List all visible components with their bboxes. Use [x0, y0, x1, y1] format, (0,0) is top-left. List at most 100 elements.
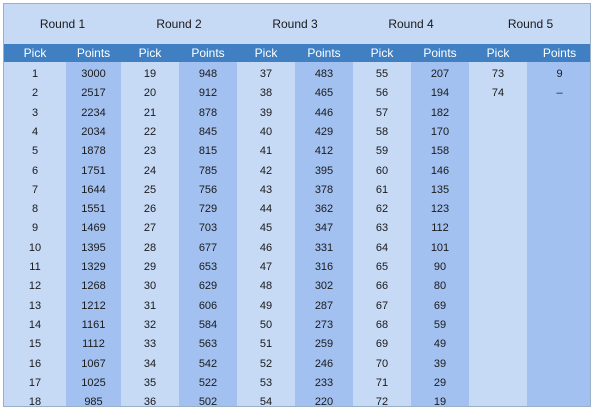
points-value-cell: 123 [430, 203, 450, 216]
points-value-cell: 1067 [81, 357, 106, 370]
pick-number-cell: 42 [259, 164, 273, 177]
points-value-cell: 412 [314, 145, 334, 158]
points-value-cell: 378 [314, 183, 334, 196]
pick-number-cell: 25 [143, 183, 157, 196]
pick-number-cell: 54 [259, 396, 273, 407]
points-value-cell: 302 [314, 280, 334, 293]
pick-number-cell: 51 [259, 338, 273, 351]
points-value-cell: 429 [314, 125, 334, 138]
pick-number-cell: 3 [31, 106, 39, 119]
pick-number-cell: 37 [259, 68, 273, 80]
points-value-cell: 2517 [81, 87, 106, 100]
pick-number-cell: 33 [143, 338, 157, 351]
pick-number-cell: 49 [259, 299, 273, 312]
pick-column: 1 2 3 4 5 6 7 8 9 10 11 12 13 14 15 16 17 18 [4, 62, 66, 406]
pick-number-cell: 11 [29, 261, 41, 273]
points-value-cell: 287 [314, 299, 334, 312]
points-value-cell: 49 [433, 338, 447, 351]
pick-number-cell: 59 [375, 145, 389, 158]
points-value-cell: 9 [556, 68, 563, 80]
pick-number-cell: 31 [143, 299, 157, 312]
pick-column: 37 38 39 40 41 42 43 44 45 46 47 48 49 50 51 52 53 54 [237, 62, 295, 406]
points-value-cell: 563 [198, 338, 218, 351]
points-value-cell: 2234 [81, 106, 106, 119]
points-value-cell: 1268 [81, 280, 106, 293]
pick-number-cell: 67 [375, 299, 389, 312]
pick-number-cell: 41 [259, 145, 273, 158]
pick-number-cell: 7 [31, 183, 39, 196]
points-value-cell: 233 [314, 376, 334, 389]
pick-number-cell: 15 [28, 338, 42, 351]
pick-number-cell: 74 [491, 87, 505, 100]
pick-number-cell: 34 [143, 357, 157, 370]
points-value-cell: 542 [198, 357, 218, 370]
points-column-header: Points [179, 44, 237, 62]
points-value-cell: 1212 [81, 299, 106, 312]
points-value-cell: 522 [198, 376, 218, 389]
pick-number-cell: 22 [143, 125, 157, 138]
pick-column: 19 20 21 22 23 24 25 26 27 28 29 30 31 32 33 34 35 36 [121, 62, 179, 406]
points-value-cell: 29 [433, 376, 447, 389]
points-value-cell: 259 [314, 338, 334, 351]
pick-number-cell: 1 [31, 68, 39, 80]
points-column-header: Points [295, 44, 353, 62]
pick-number-cell: 20 [143, 87, 157, 100]
points-column: 483 465 446 429 412 395 378 362 347 331 316 302 287 2… [295, 62, 353, 406]
points-value-cell: 677 [198, 241, 218, 254]
points-value-cell: 207 [430, 68, 450, 80]
pick-number-cell: 2 [31, 87, 39, 100]
pick-number-cell: 68 [375, 318, 389, 331]
pick-number-cell: 43 [259, 183, 273, 196]
points-column: 207 194 182 170 158 146 135 123 112 101 90 80 69 59 49… [411, 62, 469, 406]
pick-number-cell: 27 [143, 222, 157, 235]
points-value-cell: 815 [198, 145, 218, 158]
pick-number-cell: 18 [28, 396, 42, 407]
points-value-cell: 59 [433, 318, 447, 331]
points-value-cell: 1161 [81, 318, 106, 331]
pick-number-cell: 13 [28, 299, 42, 312]
points-value-cell: 273 [314, 318, 334, 331]
pick-number-cell: 72 [375, 396, 389, 407]
pick-column: 73 74 [469, 62, 527, 406]
pick-number-cell: 4 [31, 125, 39, 138]
points-value-cell: 170 [430, 125, 450, 138]
points-value-cell: 845 [198, 125, 218, 138]
points-value-cell: 1751 [81, 164, 106, 177]
points-column: 948 912 878 845 815 785 756 729 703 677 653 629 606 5… [179, 62, 237, 406]
points-column-header: Points [66, 44, 121, 62]
points-value-cell: 629 [198, 280, 218, 293]
pick-number-cell: 28 [143, 241, 157, 254]
pick-number-cell: 61 [375, 183, 389, 196]
points-value-cell: 703 [198, 222, 218, 235]
pick-number-cell: 57 [375, 106, 389, 119]
draft-points-table: Round 1 Pick Points 1 2 3 4 5 6 7 8 9 10 11 12 13 14 15 16… [3, 3, 591, 407]
round-header: Round 4 [353, 4, 469, 44]
points-value-cell: 1644 [81, 183, 106, 196]
pick-number-cell: 73 [491, 68, 505, 80]
points-value-cell: 1878 [81, 145, 106, 158]
pick-column-header: Pick [4, 44, 66, 62]
points-column: 9– [527, 62, 590, 406]
points-value-cell: 182 [430, 106, 450, 119]
round-header: Round 3 [237, 4, 353, 44]
pick-number-cell: 55 [375, 68, 389, 80]
pick-column-header: Pick [469, 44, 527, 62]
pick-number-cell: 29 [143, 261, 157, 273]
pick-number-cell: 19 [143, 68, 157, 80]
pick-number-cell: 6 [31, 164, 39, 177]
pick-number-cell: 63 [375, 222, 389, 235]
points-value-cell: 948 [198, 68, 218, 80]
pick-number-cell: 38 [259, 87, 273, 100]
points-value-cell: 135 [430, 183, 450, 196]
pick-number-cell: 12 [28, 280, 42, 293]
pick-number-cell: 48 [259, 280, 273, 293]
pick-number-cell: 5 [31, 145, 39, 158]
pick-number-cell: 9 [31, 222, 39, 235]
points-column: 3000 2517 2234 2034 1878 1751 1644 1551 1469 1395… [66, 62, 121, 406]
points-value-cell: 19 [433, 396, 447, 407]
pick-number-cell: 30 [143, 280, 157, 293]
points-value-cell: 316 [314, 261, 334, 273]
points-value-cell: 606 [198, 299, 218, 312]
pick-number-cell: 69 [375, 338, 389, 351]
points-value-cell: 101 [430, 241, 450, 254]
